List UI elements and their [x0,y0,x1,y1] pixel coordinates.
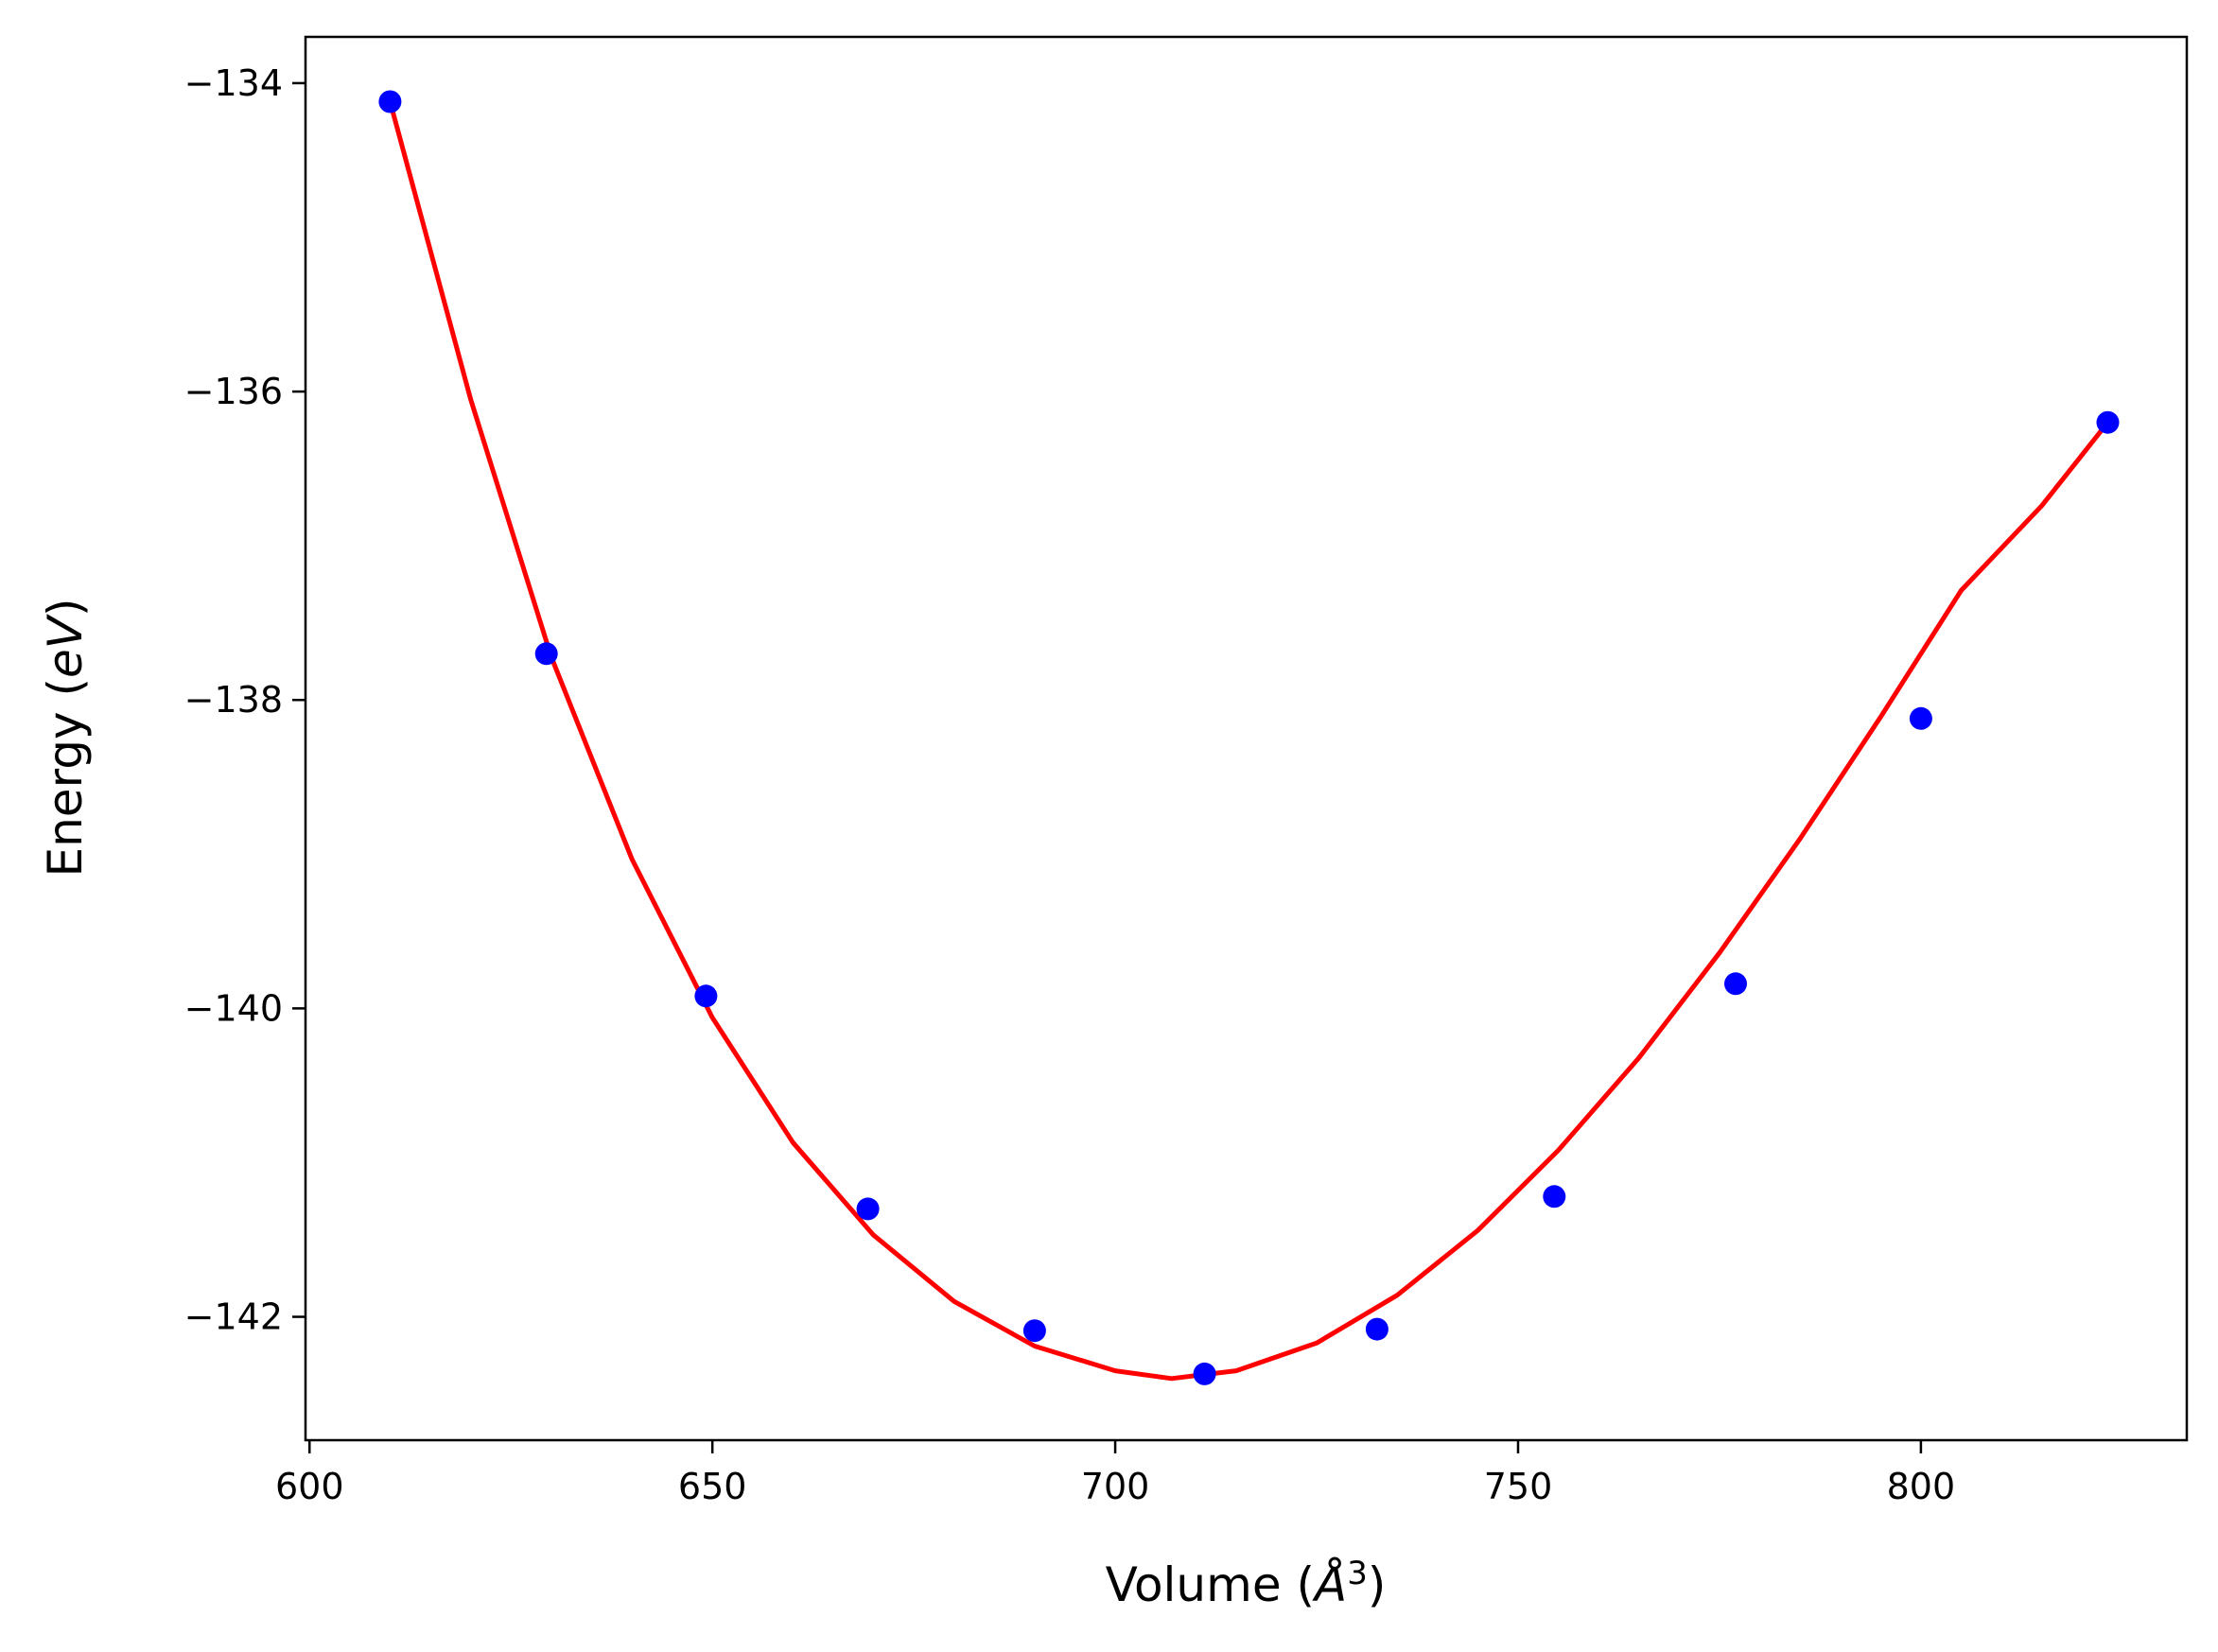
plot-frame [304,35,2189,1442]
y-axis-ticks: −134 −136 −138 −140 −142 [184,62,306,1338]
fit-curve [387,100,2110,1382]
plot-marks [378,90,2120,1385]
x-tick-label: 700 [1081,1466,1150,1507]
data-point [1365,1317,1388,1341]
y-tick-label: −140 [184,987,283,1029]
data-point [378,90,402,113]
data-point [1193,1362,1216,1385]
x-axis-title-suffix: ) [1368,1557,1387,1612]
y-tick-label: −142 [184,1296,283,1338]
y-axis-title-text: Energy ( [38,678,93,877]
data-point [1022,1319,1046,1343]
x-tick-label: 750 [1484,1466,1553,1507]
data-point [1543,1185,1566,1209]
data-point [2096,410,2120,434]
data-point [856,1197,880,1221]
data-point [1724,972,1747,996]
x-tick-label: 650 [678,1466,747,1507]
data-point [694,984,718,1008]
x-axis-title: Volume (Å3) [1106,1555,1387,1612]
data-point [1909,706,1932,730]
x-axis-title-text: Volume ( [1106,1557,1315,1612]
y-tick-label: −138 [184,679,283,721]
y-axis-title-suffix: ) [38,599,93,617]
y-tick-label: −136 [184,371,283,412]
data-point [534,642,558,666]
x-axis-title-unit: Å [1312,1557,1347,1612]
x-axis-ticks: 600 650 700 750 800 [275,1440,1955,1507]
y-axis-title-unit: eV [38,613,93,678]
x-tick-label: 800 [1887,1466,1956,1507]
y-tick-label: −134 [184,62,283,104]
x-axis-title-sup: 3 [1347,1555,1368,1592]
y-axis-title: Energy (eV) [38,599,93,878]
x-tick-label: 600 [275,1466,344,1507]
